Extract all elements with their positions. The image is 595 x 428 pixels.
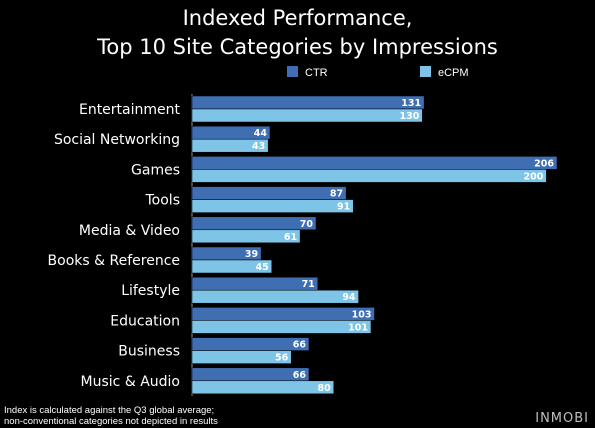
bar-ctr [191,367,310,382]
bar-ctr [191,337,310,351]
data-label-ecpm: 43 [252,141,265,152]
category-label: Media & Video [79,223,180,239]
category-label: Games [131,162,180,178]
data-label-ctr: 206 [534,158,554,169]
category-label: Business [118,344,180,360]
data-label-ctr: 131 [401,98,421,109]
data-label-ctr: 71 [302,279,315,290]
footnote-line-1: Index is calculated against the Q3 globa… [4,405,215,416]
inmobi-logo: INMOBI [535,411,589,426]
chart-title-line-1: Indexed Performance, [182,6,413,30]
bar-ecpm [191,350,292,364]
data-label-ctr: 66 [293,370,307,381]
category-label: Education [110,313,180,329]
category-label: Music & Audio [81,374,180,390]
bar-ecpm [191,320,372,334]
data-label-ctr: 70 [300,219,314,230]
data-label-ecpm: 61 [284,232,297,243]
bar-ctr [191,95,425,110]
legend-swatch-ecpm [420,66,431,77]
category-label: Lifestyle [121,283,180,299]
category-label: Social Networking [54,132,180,148]
bar-ctr [191,216,317,231]
data-label-ecpm: 200 [524,171,544,182]
footnote-line-2: non-conventional categories not depicted… [4,416,218,427]
data-label-ctr: 87 [330,189,343,200]
bar-ecpm [191,169,547,183]
data-label-ecpm: 130 [399,111,419,122]
bar-ecpm [191,380,334,395]
data-label-ecpm: 91 [337,202,350,213]
footnote: Index is calculated against the Q3 globa… [4,405,218,427]
category-label: Tools [145,193,181,209]
chart-title: Indexed Performance, Top 10 Site Categor… [0,4,595,62]
bar-ctr [191,186,347,200]
bar-ecpm [191,289,359,304]
bar-ecpm [191,108,423,123]
data-label-ecpm: 94 [342,292,356,303]
bar-ecpm [191,259,272,274]
data-label-ctr: 44 [254,128,268,139]
bar-ecpm [191,199,354,213]
data-label-ctr: 39 [245,249,258,260]
bar-ctr [191,276,319,291]
data-label-ecpm: 45 [255,262,268,273]
legend-swatch-ctr [287,66,298,77]
chart-title-line-2: Top 10 Site Categories by Impressions [97,35,498,59]
data-label-ctr: 66 [293,340,307,351]
bar-ctr [191,156,558,170]
category-label: Books & Reference [48,253,180,269]
data-label-ecpm: 56 [275,353,289,364]
data-label-ctr: 103 [352,309,372,320]
data-label-ecpm: 101 [348,322,368,333]
legend-label-ecpm: eCPM [438,67,469,79]
category-label: Entertainment [79,102,181,118]
bar-ecpm [191,138,269,153]
data-label-ecpm: 80 [318,383,332,394]
legend-label-ctr: CTR [305,67,328,79]
bar-ctr [191,307,375,321]
bar-ecpm [191,229,301,244]
